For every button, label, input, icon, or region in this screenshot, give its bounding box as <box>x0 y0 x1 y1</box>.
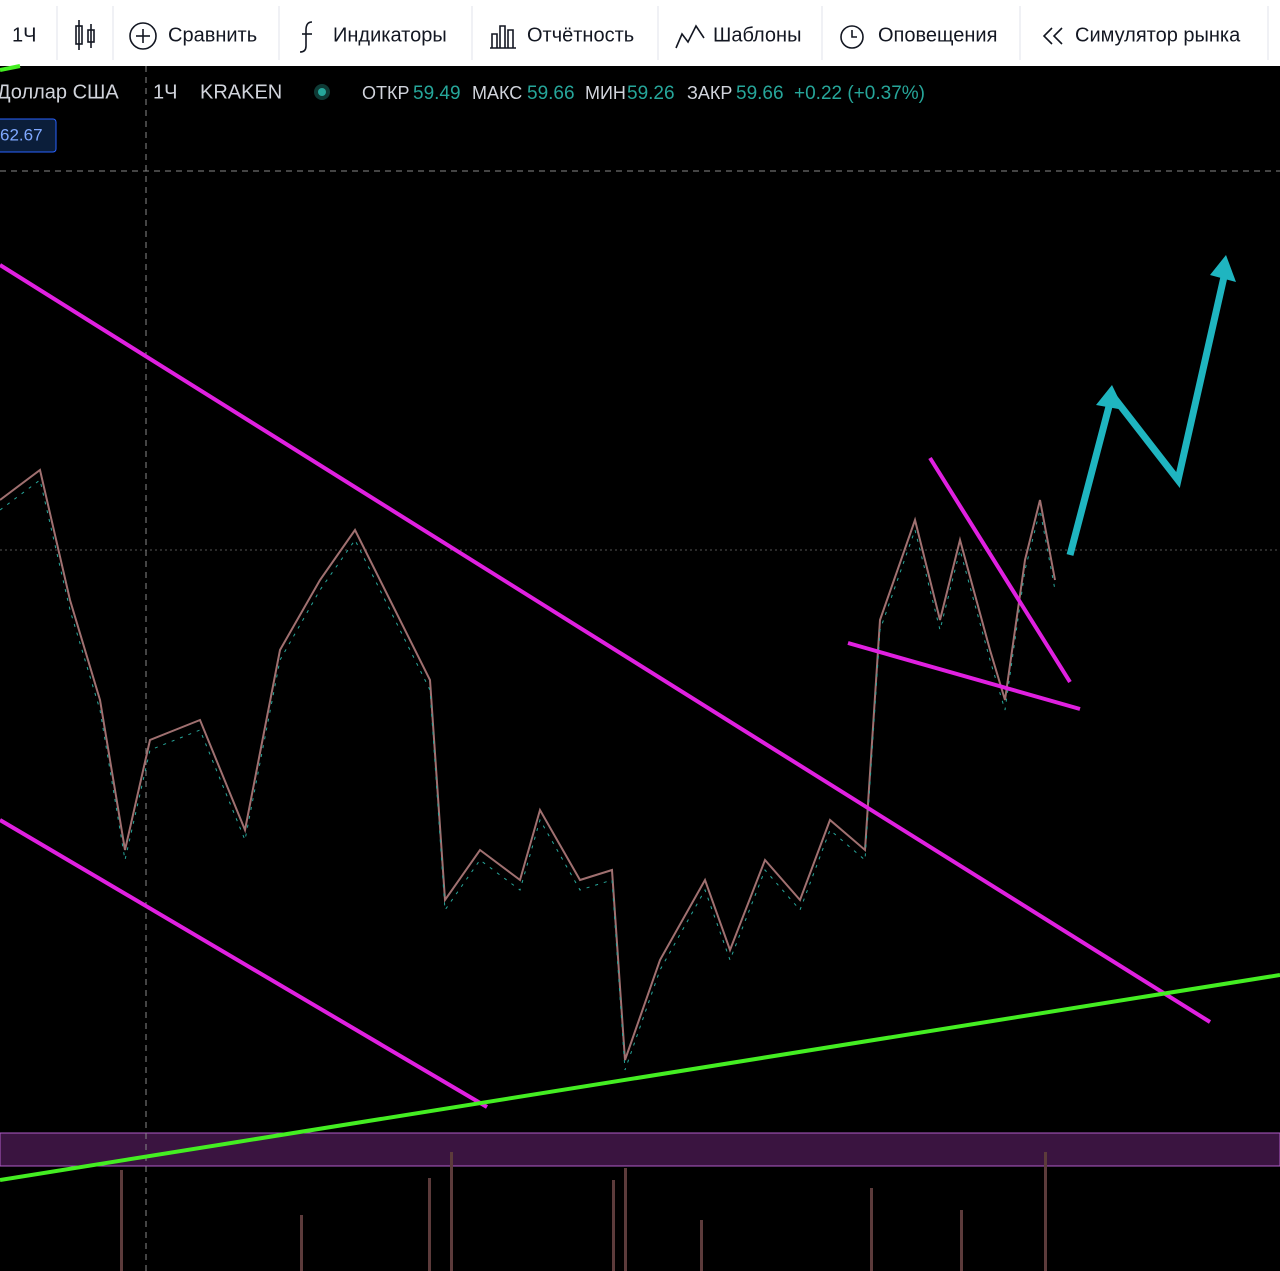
symbol: Доллар США <box>0 81 119 103</box>
ohlc-value: 59.49 <box>413 83 461 104</box>
interval: 1Ч <box>153 81 177 103</box>
ohlc-value: 59.26 <box>627 83 675 104</box>
support-line <box>0 973 1280 1182</box>
forecast-arrow <box>1066 267 1230 556</box>
toolbar-item[interactable]: Отчётность <box>527 24 634 46</box>
toolbar-item[interactable]: 1Ч <box>12 24 36 46</box>
toolbar-item[interactable]: Симулятор рынка <box>1075 24 1241 46</box>
badge: 62.67 <box>0 125 43 144</box>
toolbar <box>0 0 1280 66</box>
ohlc-value: 59.66 <box>736 83 784 104</box>
ohlc-label: МАКС <box>472 83 522 103</box>
chart-area <box>0 64 1280 1271</box>
badge-box <box>0 118 57 153</box>
exchange: KRAKEN <box>200 81 282 103</box>
ohlc-value: 59.66 <box>527 83 575 104</box>
legend: Доллар США 1Ч KRAKEN ОТКР 59.49 МАКС 59.… <box>0 81 925 153</box>
toolbar-item[interactable]: Индикаторы <box>333 24 447 46</box>
toolbar-icons <box>75 20 1063 53</box>
ohlc-label: МИН <box>585 83 626 103</box>
toolbar-item[interactable]: Шаблоны <box>713 24 801 46</box>
ohlc-label: ОТКР <box>362 83 410 103</box>
toolbar-separators <box>56 6 1269 60</box>
ohlc-label: ЗАКР <box>687 83 732 103</box>
price-path <box>0 468 1056 1061</box>
toolbar-item[interactable]: Сравнить <box>168 24 257 46</box>
toolbar-item[interactable]: Оповещения <box>878 24 997 46</box>
change: +0.22 (+0.37%) <box>794 83 925 104</box>
trend-lines <box>0 263 1212 1109</box>
volume-bars <box>120 1152 1047 1271</box>
